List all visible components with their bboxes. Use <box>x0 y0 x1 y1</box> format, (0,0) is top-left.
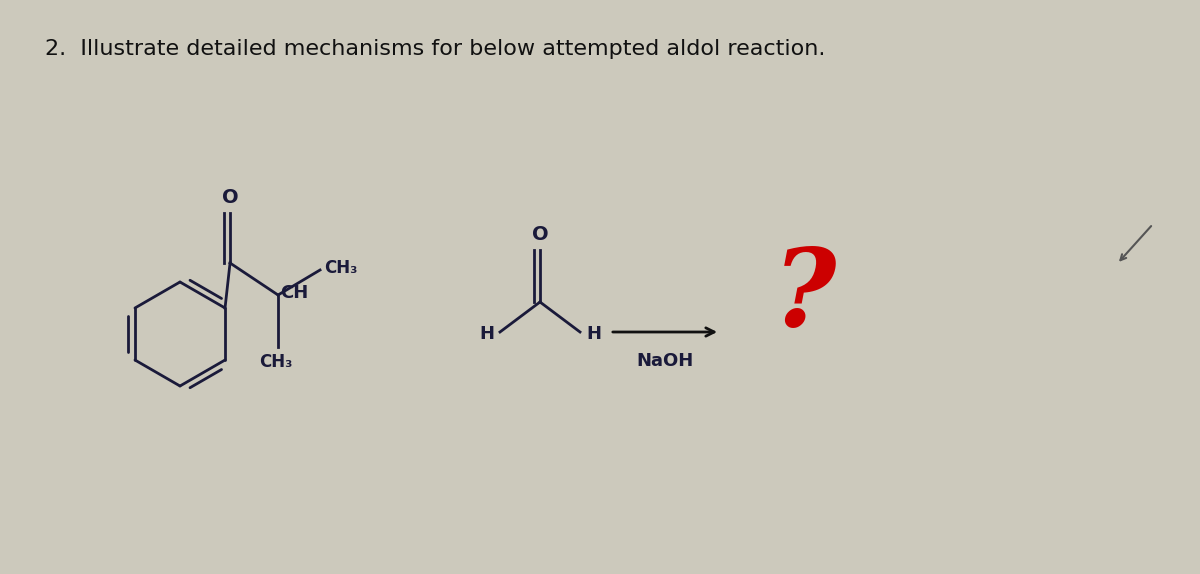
Text: CH₃: CH₃ <box>324 259 358 277</box>
Text: CH: CH <box>280 284 308 302</box>
Text: 2.  Illustrate detailed mechanisms for below attempted aldol reaction.: 2. Illustrate detailed mechanisms for be… <box>46 39 826 59</box>
Text: O: O <box>222 188 239 207</box>
Text: CH₃: CH₃ <box>259 353 293 371</box>
Text: ?: ? <box>773 243 836 349</box>
Text: NaOH: NaOH <box>636 352 694 370</box>
Text: O: O <box>532 225 548 244</box>
Text: H: H <box>479 325 494 343</box>
Text: H: H <box>586 325 601 343</box>
